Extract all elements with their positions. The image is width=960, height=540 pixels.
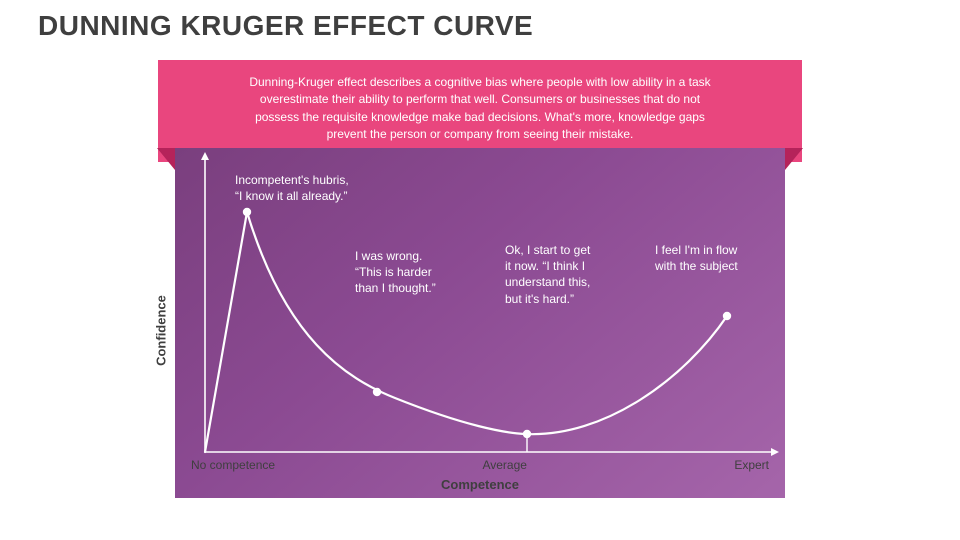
- annotation-flow: I feel I'm in flow with the subject: [655, 242, 785, 274]
- xtick-right: Expert: [734, 458, 769, 472]
- slide: DUNNING KRUGER EFFECT CURVE Dunning-Krug…: [0, 0, 960, 540]
- xtick-mid: Average: [482, 458, 526, 472]
- description-banner: Dunning-Kruger effect describes a cognit…: [158, 60, 802, 162]
- x-axis-label: Competence: [175, 477, 785, 492]
- dunning-kruger-chart: Confidence No competence: [175, 148, 785, 498]
- annotation-wrong: I was wrong. “This is harder than I thou…: [355, 248, 485, 297]
- xtick-left: No competence: [191, 458, 275, 472]
- y-axis-label: Confidence: [154, 271, 169, 391]
- annotation-hubris: Incompetent's hubris, “I know it all alr…: [235, 172, 385, 204]
- marker-valley2: [523, 430, 531, 438]
- marker-valley1: [373, 388, 381, 396]
- banner-fold-right: [785, 148, 803, 170]
- annotation-getit: Ok, I start to get it now. “I think I un…: [505, 242, 645, 307]
- marker-peak: [243, 208, 251, 216]
- page-title: DUNNING KRUGER EFFECT CURVE: [38, 10, 533, 42]
- banner-fold-left: [157, 148, 175, 170]
- marker-rise: [723, 312, 731, 320]
- x-axis-ticks: No competence Average Expert: [191, 458, 769, 472]
